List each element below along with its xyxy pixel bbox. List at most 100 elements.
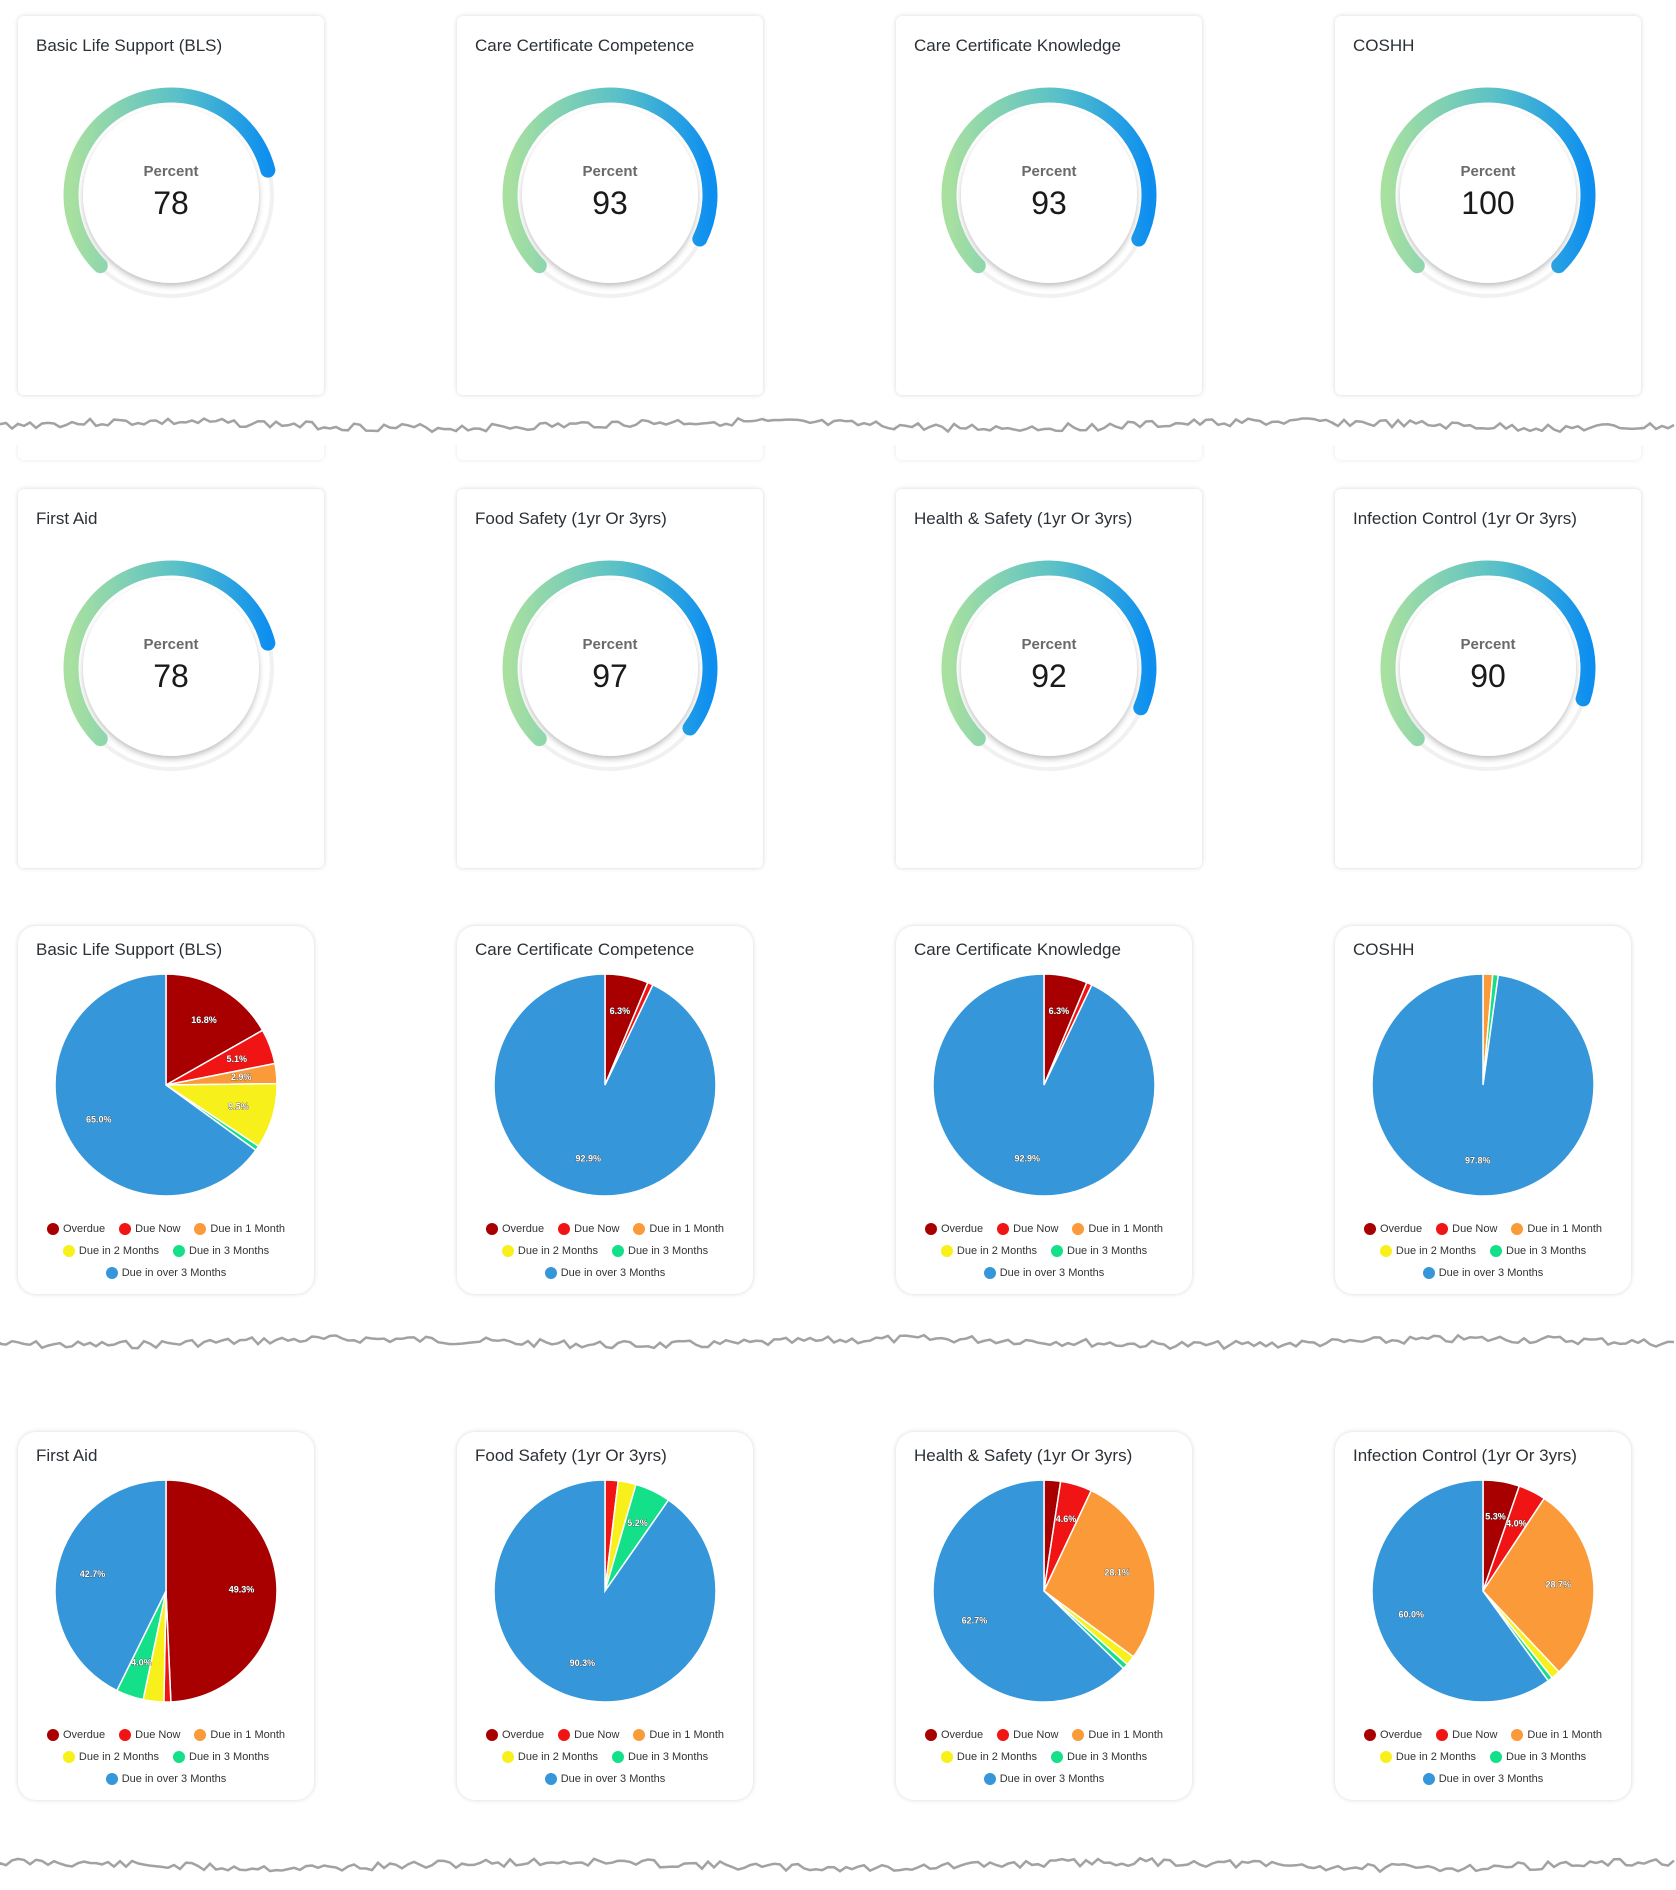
legend-item-due-in-2-months[interactable]: Due in 2 Months — [501, 1751, 598, 1763]
gauge-arc — [502, 560, 718, 747]
legend-item-due-in-over-3-months[interactable]: Due in over 3 Months — [544, 1773, 665, 1785]
pie-slice-overdue[interactable] — [165, 1479, 278, 1703]
gauge-label: Percent — [143, 636, 199, 653]
legend-item-due-in-2-months[interactable]: Due in 2 Months — [501, 1245, 598, 1257]
legend-item-due-in-over-3-months[interactable]: Due in over 3 Months — [1422, 1267, 1544, 1279]
legend-item-overdue[interactable]: Overdue — [46, 1223, 105, 1235]
legend-label: Due in 3 Months — [628, 1751, 709, 1763]
pie-title: COSHH — [1353, 940, 1415, 959]
pie-slice-due-in-over-3-months[interactable] — [54, 973, 257, 1197]
legend-item-due-in-over-3-months[interactable]: Due in over 3 Months — [544, 1267, 666, 1279]
legend-item-overdue[interactable]: Overdue — [485, 1729, 544, 1741]
legend-item-due-in-2-months[interactable]: Due in 2 Months — [1379, 1245, 1476, 1257]
legend-item-due-in-3-months[interactable]: Due in 3 Months — [612, 1245, 708, 1257]
pie-slice-due-in-over-3-months[interactable] — [1371, 973, 1595, 1197]
legend-label: Overdue — [1379, 1729, 1423, 1741]
legend-item-due-in-2-months[interactable]: Due in 2 Months — [940, 1751, 1037, 1763]
legend-item-due-in-3-months[interactable]: Due in 3 Months — [173, 1751, 269, 1763]
legend-swatch — [485, 1729, 498, 1741]
pie-slice-due-in-over-3-months[interactable] — [493, 1479, 717, 1703]
gauge-value: 90 — [1470, 658, 1506, 694]
legend-swatch — [194, 1223, 207, 1235]
gauge-arc — [63, 87, 276, 274]
legend-item-due-in-over-3-months[interactable]: Due in over 3 Months — [105, 1267, 226, 1279]
legend-item-due-in-1-month[interactable]: Due in 1 Month — [1511, 1729, 1602, 1741]
pie-legend: Overdue Due Now Due in 1 Month Due in 2 Mon… — [896, 1218, 1192, 1284]
legend-item-overdue[interactable]: Overdue — [1363, 1729, 1423, 1741]
legend-label: Overdue — [940, 1223, 984, 1235]
legend-item-due-in-1-month[interactable]: Due in 1 Month — [1072, 1223, 1163, 1235]
gauge-title: Health & Safety (1yr Or 3yrs) — [914, 509, 1133, 528]
legend-item-due-now[interactable]: Due Now — [119, 1729, 180, 1741]
legend-item-due-now[interactable]: Due Now — [997, 1729, 1058, 1741]
legend-swatch — [62, 1751, 75, 1763]
legend-item-due-in-1-month[interactable]: Due in 1 Month — [1511, 1223, 1602, 1235]
gauge-ring — [1380, 87, 1596, 298]
legend-label: Due in 1 Month — [1527, 1223, 1603, 1235]
legend-item-due-now[interactable]: Due Now — [558, 1223, 619, 1235]
legend-label: Due in over 3 Months — [999, 1773, 1105, 1785]
legend-item-due-in-1-month[interactable]: Due in 1 Month — [1072, 1729, 1163, 1741]
legend-item-due-in-2-months[interactable]: Due in 2 Months — [62, 1751, 159, 1763]
legend-item-due-now[interactable]: Due Now — [1436, 1729, 1497, 1741]
pie-slice-overdue[interactable] — [165, 973, 264, 1087]
pie-slice-due-in-1-month[interactable] — [1043, 1489, 1156, 1658]
legend-label: Due Now — [1452, 1223, 1498, 1235]
legend-item-due-in-3-months[interactable]: Due in 3 Months — [1051, 1751, 1147, 1763]
legend-swatch — [1051, 1245, 1063, 1257]
legend-swatch — [173, 1245, 185, 1257]
pie-card-care-certificate-competence: Care Certificate Competence 6.3% 92.9% Over… — [457, 926, 753, 1294]
legend-label: Due in 1 Month — [1088, 1729, 1164, 1741]
legend-label: Due in 1 Month — [1088, 1223, 1164, 1235]
gauge-value: 92 — [1031, 658, 1067, 694]
pie-slice-due-in-1-month[interactable] — [1482, 1497, 1595, 1673]
legend-item-due-in-3-months[interactable]: Due in 3 Months — [612, 1751, 708, 1763]
legend-item-due-in-3-months[interactable]: Due in 3 Months — [1490, 1751, 1586, 1763]
pie-data-label: 4.0% — [131, 1657, 152, 1667]
legend-item-due-now[interactable]: Due Now — [558, 1729, 619, 1741]
legend-swatch — [62, 1245, 75, 1257]
legend-item-due-in-3-months[interactable]: Due in 3 Months — [1490, 1245, 1586, 1257]
gauge-card-care-certificate-knowledge: Care Certificate Knowledge Percent 93 — [896, 16, 1202, 395]
legend-item-due-in-over-3-months[interactable]: Due in over 3 Months — [105, 1773, 226, 1785]
legend-item-due-in-over-3-months[interactable]: Due in over 3 Months — [1422, 1773, 1543, 1785]
gauge-label: Percent — [582, 636, 638, 653]
legend-item-overdue[interactable]: Overdue — [46, 1729, 105, 1741]
legend-item-due-in-3-months[interactable]: Due in 3 Months — [1051, 1245, 1147, 1257]
legend-item-due-now[interactable]: Due Now — [1436, 1223, 1497, 1235]
legend-swatch — [501, 1245, 514, 1257]
legend-item-due-in-1-month[interactable]: Due in 1 Month — [633, 1729, 724, 1741]
legend-item-due-in-over-3-months[interactable]: Due in over 3 Months — [983, 1267, 1104, 1279]
legend-item-due-in-2-months[interactable]: Due in 2 Months — [940, 1245, 1037, 1257]
legend-item-due-now[interactable]: Due Now — [119, 1223, 180, 1235]
gauge-arc — [1380, 560, 1596, 747]
pie-slice-due-in-over-3-months[interactable] — [932, 1479, 1125, 1703]
legend-item-overdue[interactable]: Overdue — [485, 1223, 544, 1235]
legend-swatch — [544, 1267, 557, 1279]
pie-data-label: 49.3% — [229, 1584, 255, 1594]
legend-item-overdue[interactable]: Overdue — [924, 1223, 984, 1235]
legend-item-due-in-2-months[interactable]: Due in 2 Months — [62, 1245, 159, 1257]
legend-item-due-in-2-months[interactable]: Due in 2 Months — [1379, 1751, 1476, 1763]
legend-label: Due in over 3 Months — [560, 1267, 666, 1279]
legend-item-overdue[interactable]: Overdue — [1363, 1223, 1422, 1235]
legend-item-due-in-1-month[interactable]: Due in 1 Month — [194, 1729, 285, 1741]
legend-label: Due in over 3 Months — [1438, 1267, 1544, 1279]
pie-slice-due-in-over-3-months[interactable] — [493, 973, 717, 1197]
pie-slice-due-in-over-3-months[interactable] — [932, 973, 1156, 1197]
legend-swatch — [501, 1751, 514, 1763]
legend-item-due-in-1-month[interactable]: Due in 1 Month — [633, 1223, 724, 1235]
pie-title: Health & Safety (1yr Or 3yrs) — [914, 1446, 1133, 1465]
legend-item-due-in-3-months[interactable]: Due in 3 Months — [173, 1245, 269, 1257]
legend-item-due-in-over-3-months[interactable]: Due in over 3 Months — [983, 1773, 1105, 1785]
pie-slice-due-in-over-3-months[interactable] — [1371, 1479, 1550, 1703]
legend-label: Due Now — [1013, 1223, 1059, 1235]
pie-card-infection-control-1yr-or-3yrs: Infection Control (1yr Or 3yrs) 5.3% 4.0% 2… — [1335, 1432, 1631, 1800]
pie-legend: Overdue Due Now Due in 1 Month Due in 2 Mon… — [457, 1724, 753, 1790]
pie-slice-due-in-over-3-months[interactable] — [54, 1479, 167, 1692]
pie-card-care-certificate-knowledge: Care Certificate Knowledge 6.3% 92.9% Overd… — [896, 926, 1192, 1294]
legend-item-due-now[interactable]: Due Now — [997, 1223, 1058, 1235]
legend-swatch — [1379, 1751, 1392, 1763]
legend-item-due-in-1-month[interactable]: Due in 1 Month — [194, 1223, 285, 1235]
legend-item-overdue[interactable]: Overdue — [924, 1729, 983, 1741]
